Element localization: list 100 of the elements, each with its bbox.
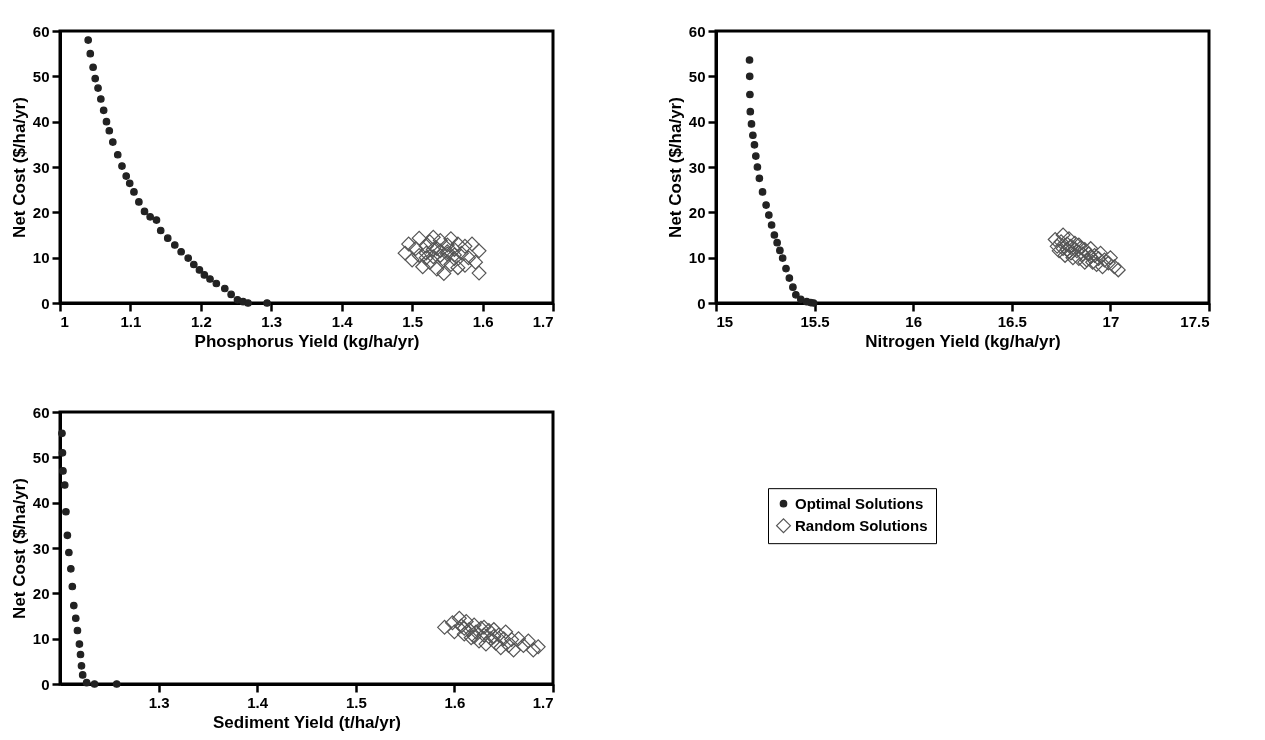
point (97, 95, 105, 103)
point (471, 633, 487, 649)
point (177, 247, 185, 256)
point (113, 150, 122, 159)
y-axis-title: Net Cost ($/ha/yr) (665, 97, 685, 238)
point (94, 84, 102, 92)
point (118, 162, 126, 170)
point (425, 249, 441, 265)
point (511, 631, 526, 647)
point (89, 63, 97, 72)
point (443, 231, 459, 247)
x-tick-label: 15 (716, 312, 734, 330)
point (515, 637, 531, 653)
point (65, 548, 73, 557)
point (450, 236, 466, 252)
point (432, 232, 448, 248)
point (457, 257, 473, 273)
point (460, 250, 476, 266)
point (135, 198, 143, 206)
point (140, 207, 149, 216)
point (408, 241, 424, 257)
point (404, 252, 420, 268)
point (425, 242, 441, 257)
y-tick-label: 40 (688, 113, 706, 131)
y-tick-label: 0 (41, 675, 50, 693)
x-tick-label: 1.1 (120, 312, 142, 330)
x-tick-label: 1.4 (247, 693, 269, 711)
point (200, 271, 209, 279)
point (530, 639, 546, 655)
y-tick-label: 30 (32, 158, 50, 176)
point (102, 117, 111, 126)
y-tick-label: 0 (697, 294, 706, 312)
point (501, 637, 517, 653)
point (486, 622, 502, 638)
point (122, 172, 131, 180)
y-tick-label: 50 (32, 67, 50, 85)
point (415, 259, 431, 275)
point (84, 36, 93, 44)
point (71, 614, 80, 623)
point (458, 613, 474, 629)
point (466, 617, 482, 633)
point (67, 565, 75, 573)
point (436, 266, 452, 282)
point (170, 241, 179, 249)
point (481, 623, 497, 638)
x-tick-label: 1.3 (261, 312, 283, 330)
point (69, 601, 78, 610)
point (446, 624, 462, 640)
point (488, 635, 504, 651)
x-tick-label: 16.5 (997, 312, 1027, 330)
point (91, 74, 100, 83)
point (220, 284, 229, 293)
point (453, 245, 469, 261)
point (212, 279, 221, 288)
y-tick-label: 40 (32, 494, 50, 512)
point (506, 642, 522, 658)
point (468, 624, 484, 640)
y-tick-label: 20 (32, 203, 50, 221)
point (411, 247, 427, 263)
y-axis-title: Net Cost ($/ha/yr) (9, 478, 29, 619)
point (461, 622, 477, 638)
x-tick-label: 1.5 (345, 693, 367, 711)
point (152, 216, 161, 224)
point (78, 671, 87, 679)
point (491, 627, 507, 643)
point (520, 633, 536, 649)
y-tick-label: 0 (41, 294, 50, 312)
point (418, 238, 434, 254)
point (478, 636, 494, 652)
y-tick-label: 60 (32, 22, 50, 40)
point (422, 234, 438, 250)
y-tick-label: 10 (32, 249, 50, 267)
x-tick-label: 1.6 (472, 312, 494, 330)
point (525, 642, 541, 658)
x-tick-label: 1.7 (532, 312, 554, 330)
legend-label: Optimal Solutions (795, 494, 924, 512)
x-tick-label: 17.5 (1180, 312, 1210, 330)
x-axis-title: Sediment Yield (t/ha/yr) (213, 712, 401, 732)
point (422, 254, 438, 270)
point (60, 481, 69, 489)
point (425, 229, 441, 245)
point (446, 247, 462, 263)
point (184, 254, 193, 262)
point (468, 254, 484, 270)
point (90, 680, 99, 688)
point (189, 260, 198, 269)
point (99, 106, 108, 115)
x-tick-label: 1.6 (444, 693, 466, 711)
point (436, 252, 452, 268)
point (443, 256, 459, 272)
x-tick-label: 15.5 (800, 312, 830, 330)
point (244, 299, 252, 307)
x-tick-label: 1.5 (402, 312, 424, 330)
point (125, 179, 134, 188)
point (58, 448, 67, 457)
x-tick-label: 17 (1102, 312, 1120, 330)
y-tick-label: 50 (688, 67, 706, 85)
point (263, 299, 271, 307)
y-tick-label: 10 (688, 249, 706, 267)
point (432, 247, 448, 263)
